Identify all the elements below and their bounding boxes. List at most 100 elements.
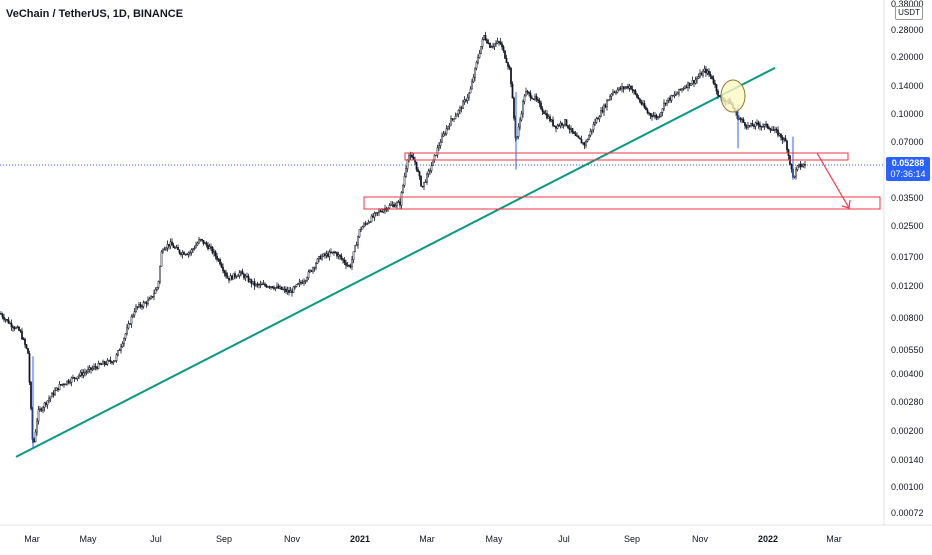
candle-body: [255, 283, 257, 287]
candle-body: [495, 42, 497, 45]
candle-body: [717, 90, 719, 96]
candle-body: [4, 319, 7, 321]
candle-body: [427, 170, 430, 175]
candle-body: [784, 138, 787, 142]
candle-body: [94, 366, 97, 368]
currency-label[interactable]: USDT: [895, 6, 923, 20]
candle-body: [588, 135, 590, 141]
trendline: [15, 66, 776, 458]
candle-body: [237, 275, 239, 277]
candle-body: [799, 163, 802, 168]
candle-body: [403, 176, 406, 186]
current-price-badge: 0.05288 07:36:14: [886, 157, 930, 181]
candle-body: [19, 330, 22, 332]
candle-body: [390, 204, 392, 206]
candle-body: [49, 396, 52, 400]
candle-body: [462, 101, 464, 109]
candle-body: [372, 215, 374, 218]
candle-body: [298, 281, 301, 284]
x-tick-label: May: [79, 534, 97, 544]
candle-body: [504, 50, 506, 59]
candle-body: [444, 133, 446, 135]
candle-body: [435, 154, 437, 157]
candle-body: [396, 202, 398, 206]
candle-body: [331, 251, 334, 254]
candle-body: [232, 273, 235, 280]
candle-body: [426, 173, 428, 183]
candle-body: [450, 118, 452, 126]
candle-body: [582, 142, 584, 144]
candle-body: [399, 201, 401, 206]
candle-body: [678, 88, 680, 94]
candle-body: [609, 96, 611, 100]
candle-body: [492, 45, 494, 48]
candle-body: [342, 258, 344, 261]
candle-body: [102, 361, 104, 365]
candle-body: [352, 251, 355, 260]
candle-body: [66, 380, 68, 385]
candle-body: [273, 287, 275, 289]
candle-body: [52, 392, 55, 396]
candle-body: [513, 97, 515, 119]
candle-body: [573, 131, 575, 134]
candle-body: [195, 244, 197, 249]
candle-body: [6, 319, 8, 321]
candle-body: [556, 124, 559, 129]
x-tick-label: Jul: [150, 534, 162, 544]
candle-body: [27, 348, 29, 354]
candle-body: [607, 99, 610, 102]
candle-body: [460, 107, 463, 109]
candle-body: [663, 102, 665, 110]
candle-body: [558, 124, 560, 127]
candle-body: [783, 138, 785, 141]
candle-body: [174, 247, 176, 249]
y-tick-label: 0.28000: [891, 25, 924, 35]
candle-body: [115, 354, 118, 361]
candle-body: [529, 93, 532, 99]
candle-body: [676, 92, 679, 95]
candle-body: [97, 363, 100, 369]
candle-body: [153, 293, 155, 298]
candle-body: [360, 228, 362, 231]
candle-body: [631, 89, 634, 91]
candle-body: [603, 104, 605, 113]
candle-body: [766, 123, 769, 128]
candle-body: [70, 377, 73, 383]
candle-body: [76, 376, 79, 379]
candle-body: [370, 215, 373, 223]
candle-body: [649, 113, 652, 116]
candle-body: [478, 53, 481, 58]
candle-body: [156, 287, 158, 290]
candle-body: [145, 302, 148, 305]
candle-body: [51, 392, 53, 398]
candle-body: [54, 390, 56, 396]
candle-body: [99, 363, 101, 365]
candle-body: [793, 175, 796, 178]
y-tick-label: 0.00800: [891, 313, 924, 323]
candle-body: [264, 283, 266, 286]
candle-body: [526, 91, 529, 93]
candle-body: [699, 72, 701, 78]
candle-body: [415, 161, 418, 170]
candle-body: [9, 322, 11, 325]
candle-body: [33, 439, 35, 443]
candle-body: [580, 138, 583, 144]
candle-body: [58, 384, 61, 391]
candle-body: [129, 323, 131, 325]
candle-body: [540, 102, 542, 110]
candle-body: [231, 275, 233, 280]
y-tick-label: 0.07000: [891, 137, 924, 147]
candle-body: [244, 275, 247, 279]
candle-body: [541, 108, 544, 112]
candle-body: [594, 122, 596, 125]
candle-body: [421, 185, 424, 188]
candle-body: [277, 285, 280, 289]
candle-body: [592, 124, 595, 131]
candle-body: [100, 363, 103, 366]
candle-body: [781, 137, 784, 141]
candle-body: [621, 86, 623, 90]
candle-body: [630, 85, 632, 90]
candle-body: [411, 154, 413, 158]
